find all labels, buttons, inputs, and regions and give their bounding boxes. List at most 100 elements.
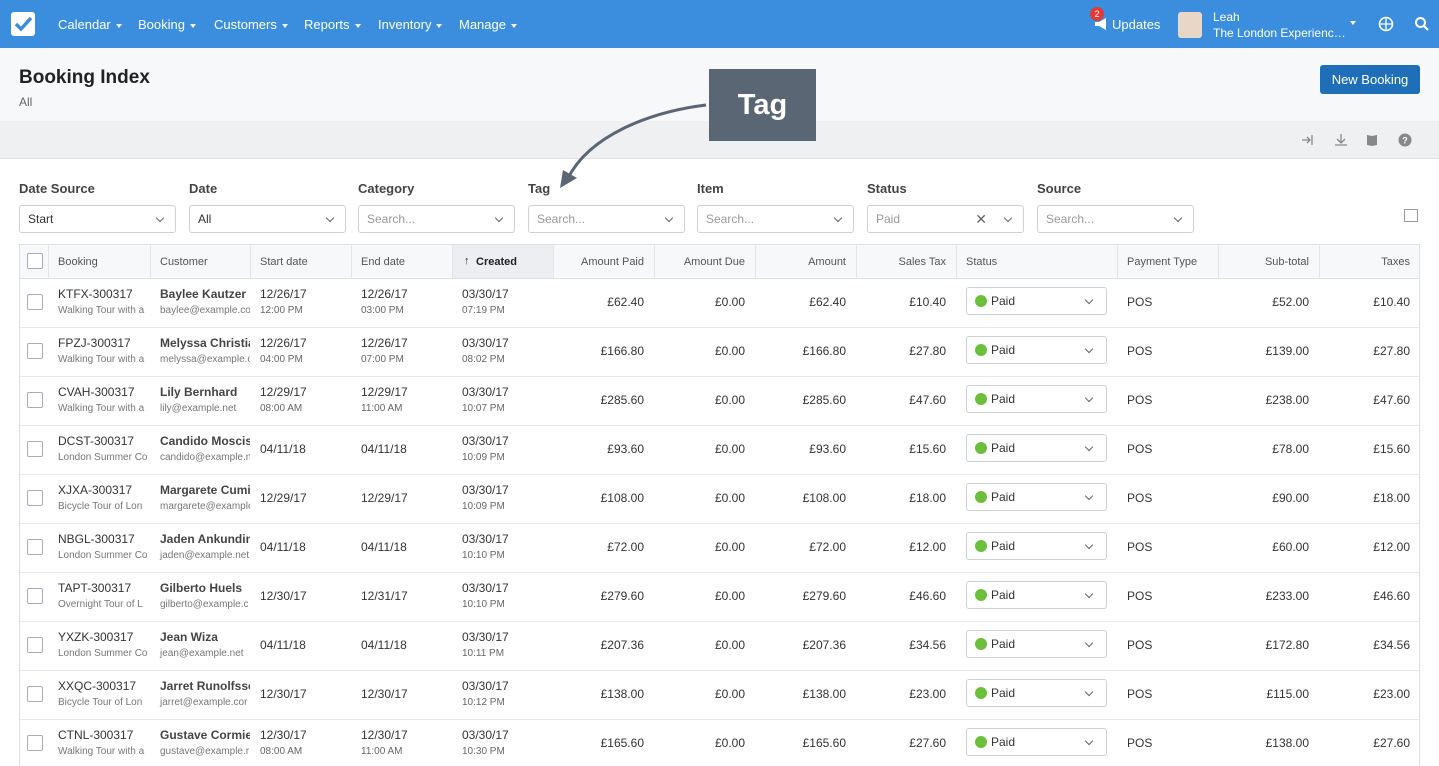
column-header[interactable]: Customer <box>160 256 208 268</box>
status-value: Paid <box>991 588 1016 602</box>
status-dot <box>975 491 987 503</box>
nav-menu-item[interactable]: Calendar <box>58 17 122 32</box>
filter-select[interactable]: Search... <box>1037 205 1194 233</box>
row-checkbox[interactable] <box>27 441 43 457</box>
row-checkbox[interactable] <box>27 588 43 604</box>
cell-text: £46.60 <box>909 589 946 603</box>
status-select[interactable]: Paid <box>966 434 1107 462</box>
cell-text: 03/30/17 <box>462 483 509 497</box>
column-divider <box>856 245 857 278</box>
status-dot <box>975 393 987 405</box>
cell-subtext: Bicycle Tour of Lon <box>58 697 143 708</box>
status-select[interactable]: Paid <box>966 385 1107 413</box>
column-header[interactable]: Payment Type <box>1127 256 1198 268</box>
cell-text[interactable]: CTNL-300317 <box>58 728 134 742</box>
cell-text: POS <box>1127 393 1153 407</box>
filter-select[interactable]: Search... <box>697 205 854 233</box>
status-select[interactable]: Paid <box>966 630 1107 658</box>
status-select[interactable]: Paid <box>966 336 1107 364</box>
cell-text: 12/30/17 <box>260 589 307 603</box>
cell-text: £93.60 <box>607 442 644 456</box>
cell-text: £78.00 <box>1272 442 1309 456</box>
cell-text: POS <box>1127 540 1153 554</box>
cell-text: £0.00 <box>714 295 745 309</box>
status-select[interactable]: Paid <box>966 532 1107 560</box>
status-select[interactable]: Paid <box>966 728 1107 756</box>
cell-subtext: 10:30 PM <box>462 746 505 757</box>
nav-menu-item[interactable]: Booking <box>138 17 196 32</box>
row-checkbox[interactable] <box>27 637 43 653</box>
filter-value: Search... <box>1046 212 1095 226</box>
cell-text[interactable]: NBGL-300317 <box>58 532 135 546</box>
cell-text[interactable]: DCST-300317 <box>58 434 135 448</box>
nav-menu-item[interactable]: Reports <box>304 17 361 32</box>
row-checkbox[interactable] <box>27 686 43 702</box>
status-dot <box>975 344 987 356</box>
column-header[interactable]: Taxes <box>1381 256 1410 268</box>
status-select[interactable]: Paid <box>966 483 1107 511</box>
chevron <box>1084 540 1094 550</box>
org-name[interactable]: The London Experienc… <box>1213 26 1346 40</box>
row-checkbox[interactable] <box>27 490 43 506</box>
column-header[interactable]: End date <box>361 256 406 268</box>
select-all-checkbox[interactable] <box>27 253 43 269</box>
search-icon[interactable] <box>1414 16 1430 32</box>
filter-select[interactable]: Search... <box>358 205 515 233</box>
cell-text: £47.60 <box>1373 393 1410 407</box>
filter-select[interactable]: Start <box>19 205 176 233</box>
filter-select[interactable]: All <box>189 205 346 233</box>
column-header[interactable]: Sub-total <box>1264 256 1309 268</box>
cell-text[interactable]: KTFX-300317 <box>58 287 133 301</box>
cell-text[interactable]: TAPT-300317 <box>58 581 132 595</box>
column-header[interactable]: Created <box>476 256 517 268</box>
cell-text: £90.00 <box>1272 491 1309 505</box>
row-checkbox[interactable] <box>27 392 43 408</box>
nav-menu-item[interactable]: Inventory <box>378 17 443 32</box>
chevron <box>1084 638 1094 648</box>
column-header[interactable]: Booking <box>58 256 98 268</box>
cell-text: £12.00 <box>909 540 946 554</box>
logo[interactable] <box>11 12 35 36</box>
cell-text[interactable]: FPZJ-300317 <box>58 336 131 350</box>
row-checkbox[interactable] <box>27 294 43 310</box>
column-header[interactable]: Start date <box>260 256 308 268</box>
new-booking-button[interactable]: New Booking <box>1320 65 1420 94</box>
filter-select[interactable]: Search... <box>528 205 685 233</box>
cell-text: 12/30/17 <box>260 728 307 742</box>
row-checkbox[interactable] <box>27 539 43 555</box>
columns-toggle[interactable] <box>1404 209 1418 222</box>
filter-label: Status <box>867 181 907 196</box>
nav-menu-item[interactable]: Manage <box>459 17 517 32</box>
cell-subtext: 08:00 AM <box>260 746 303 757</box>
column-header[interactable]: Sales Tax <box>898 256 947 268</box>
globe-icon[interactable] <box>1378 16 1394 32</box>
cell-text: £52.00 <box>1272 295 1309 309</box>
cell-text: 04/11/18 <box>260 638 306 652</box>
cell-text: POS <box>1127 589 1153 603</box>
column-header[interactable]: Amount <box>808 256 846 268</box>
cell-text: £172.80 <box>1265 638 1309 652</box>
cell-subtext: margarete@example <box>160 501 250 512</box>
row-checkbox[interactable] <box>27 343 43 359</box>
cell-text[interactable]: YXZK-300317 <box>58 630 134 644</box>
sort-arrow: ↑ <box>464 255 470 267</box>
avatar[interactable] <box>1178 12 1202 38</box>
cell-text[interactable]: XXQC-300317 <box>58 679 137 693</box>
status-select[interactable]: Paid <box>966 581 1107 609</box>
status-select[interactable]: Paid <box>966 679 1107 707</box>
status-select[interactable]: Paid <box>966 287 1107 315</box>
cell-subtext: lily@example.net <box>160 403 237 414</box>
clear-x[interactable]: ✕ <box>975 211 987 227</box>
row-checkbox[interactable] <box>27 735 43 751</box>
cell-text[interactable]: XJXA-300317 <box>58 483 133 497</box>
nav-menu-item[interactable]: Customers <box>214 17 288 32</box>
cell-text[interactable]: CVAH-300317 <box>58 385 135 399</box>
column-header[interactable]: Amount Paid <box>581 256 644 268</box>
filter-select[interactable]: Paid ✕ <box>867 205 1024 233</box>
toolbar-icons[interactable]: ? <box>1300 133 1420 147</box>
cell-text: £93.60 <box>809 442 846 456</box>
cell-text: £0.00 <box>714 589 745 603</box>
column-header[interactable]: Amount Due <box>683 256 745 268</box>
column-header[interactable]: Status <box>966 256 998 268</box>
updates-link[interactable]: Updates <box>1112 17 1161 32</box>
